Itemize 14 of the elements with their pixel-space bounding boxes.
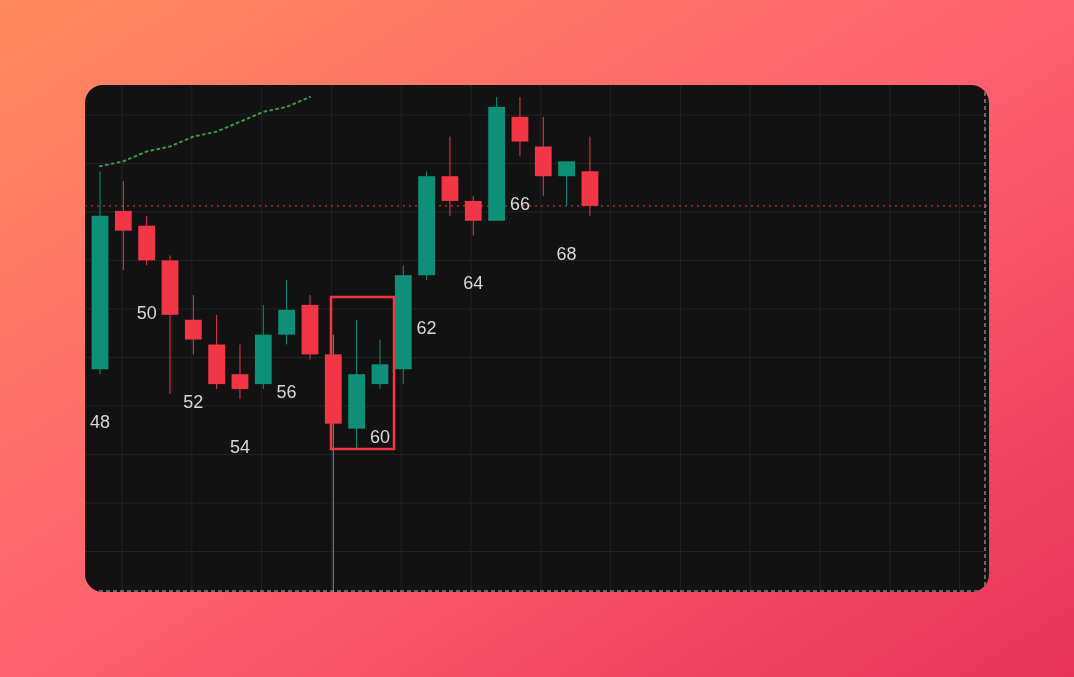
x-tick-label: 50: [136, 303, 157, 324]
candlestick: [231, 344, 249, 400]
x-tick-label: 64: [463, 273, 484, 294]
x-tick-label: 52: [183, 392, 204, 413]
candlestick: [184, 294, 202, 355]
x-tick-label: 66: [509, 194, 530, 215]
x-tick-label: 68: [556, 243, 577, 264]
x-tick-label: 60: [369, 426, 390, 447]
candlestick: [371, 339, 389, 390]
x-tick-label: 62: [416, 317, 437, 338]
x-tick-label: 56: [276, 382, 297, 403]
x-tick-label: 48: [89, 411, 111, 432]
x-tick-label: 54: [229, 436, 250, 457]
candlestick: [558, 160, 575, 207]
